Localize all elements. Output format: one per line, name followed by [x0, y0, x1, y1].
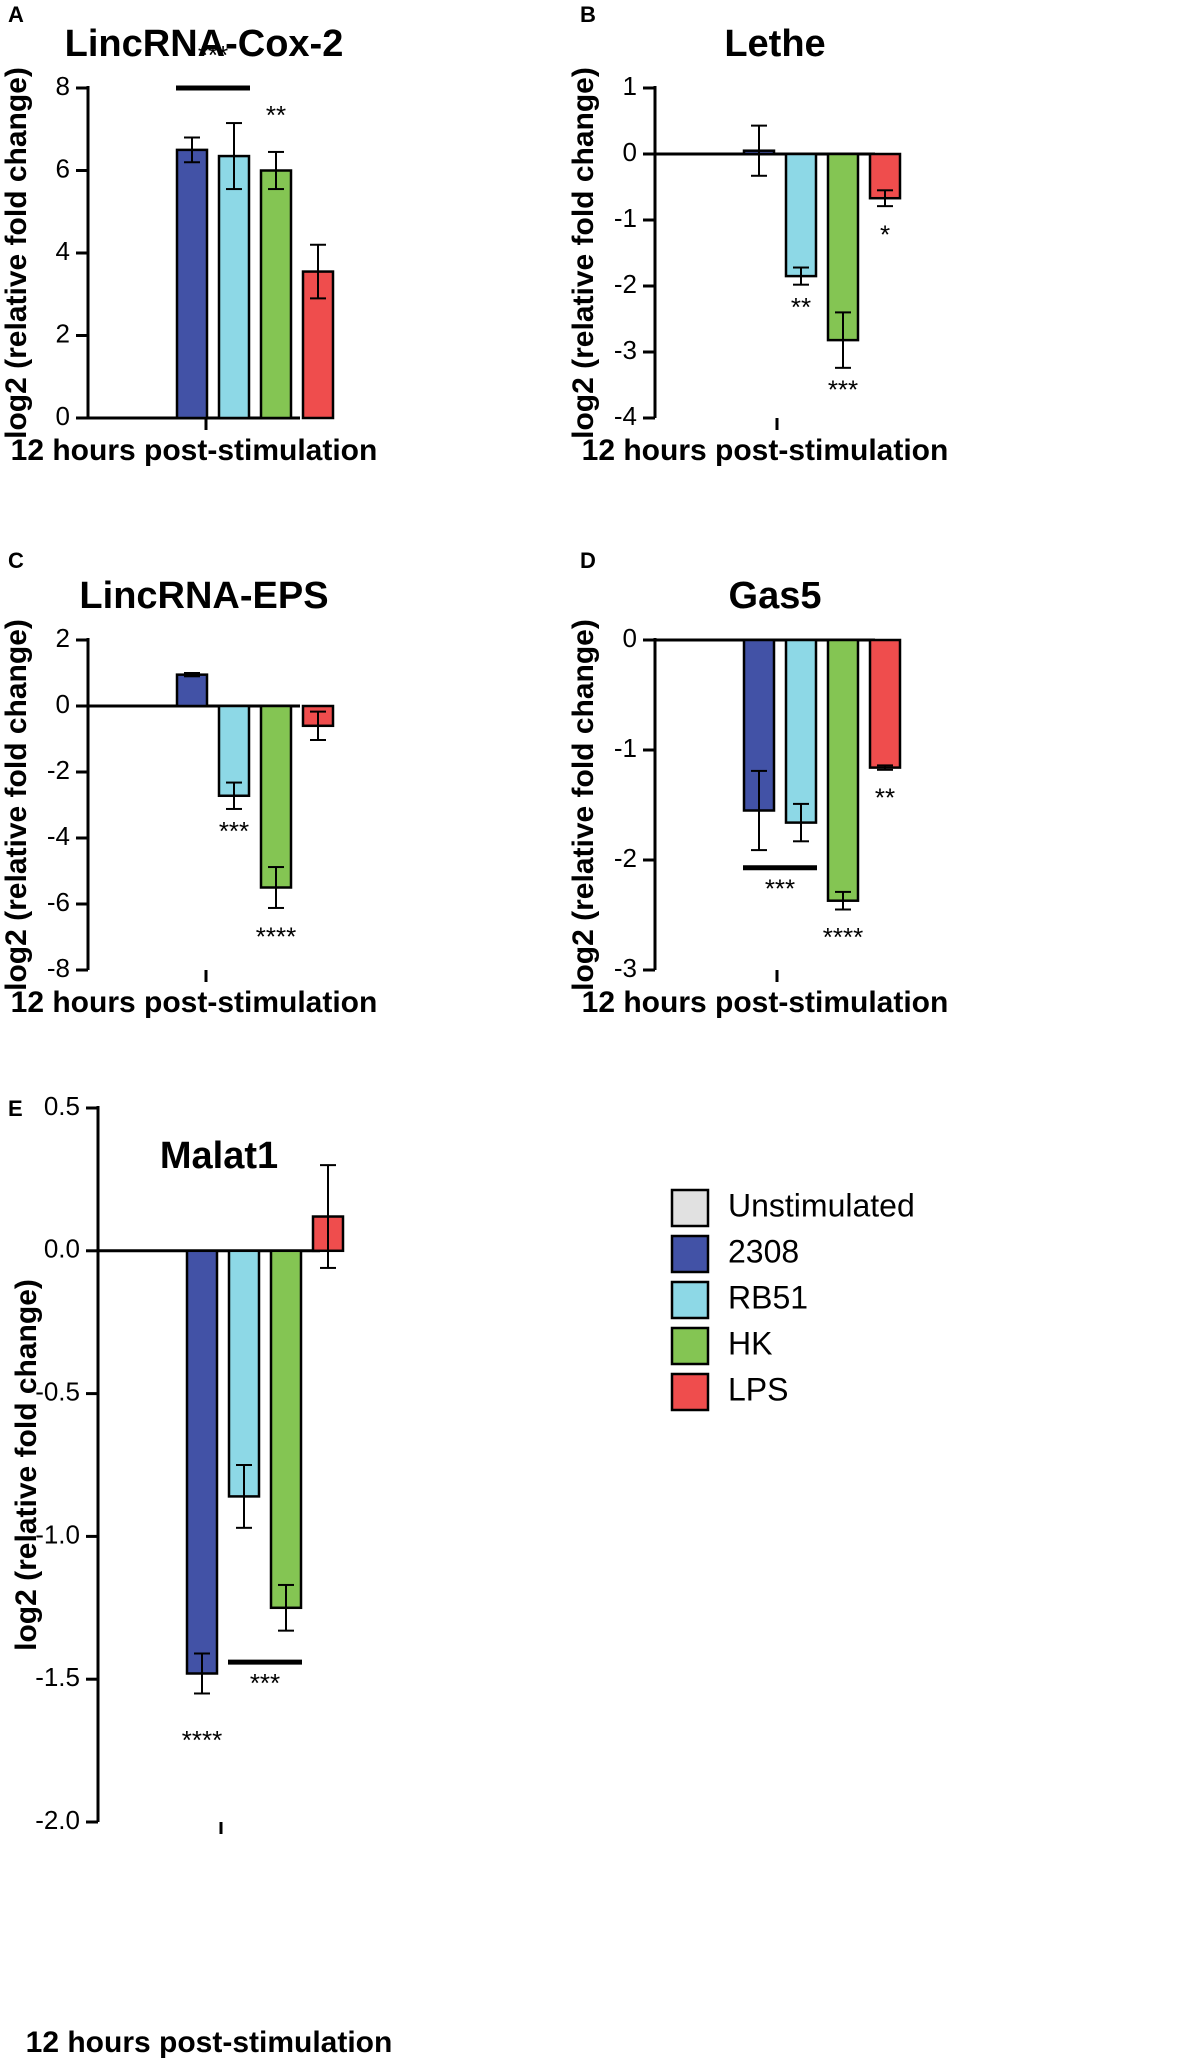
y-tick-label: -2 [614, 843, 637, 873]
y-tick-label: 2 [56, 623, 70, 653]
bar-rb51 [784, 638, 818, 824]
y-tick-label: -6 [47, 887, 70, 917]
legend-swatch-rb51 [670, 1280, 710, 1320]
bar-2308 [175, 148, 209, 420]
legend: Unstimulated 2308 RB51 HK LPS [670, 1187, 915, 1412]
panel-letter: A [8, 2, 24, 27]
y-tick-label: -8 [47, 953, 70, 983]
legend-swatch-lps [670, 1372, 710, 1412]
chart-title: LincRNA-EPS [79, 575, 328, 617]
y-tick-label: 0 [623, 623, 637, 653]
significance-label: **** [823, 922, 863, 952]
bar-hk [259, 169, 293, 420]
bar-rb51 [784, 152, 818, 278]
y-axis-label: log2 (relative fold change) [0, 619, 33, 991]
significance-label: **** [256, 922, 296, 952]
legend-swatch-2308 [670, 1234, 710, 1274]
panel-e: E Malat1 log2 (relative fold change) 12 hou… [8, 1091, 392, 2059]
significance-label: *** [828, 374, 858, 404]
y-tick-label: 4 [56, 236, 70, 266]
y-tick-label: -3 [614, 335, 637, 365]
bar-hk [826, 638, 860, 902]
x-axis-label: 12 hours post-stimulation [582, 434, 949, 467]
legend-label: Unstimulated [728, 1187, 915, 1223]
panel-d: D Gas5 log2 (relative fold change)12 hours… [567, 548, 948, 1019]
bar-rb51 [227, 1249, 261, 1498]
significance-label: **** [182, 1725, 222, 1755]
panel-letter: B [580, 2, 596, 27]
y-tick-label: -0.5 [35, 1376, 80, 1406]
y-tick-label: -1 [614, 733, 637, 763]
bar-2308 [185, 1249, 219, 1675]
y-axis-label: log2 (relative fold change) [567, 619, 600, 991]
y-tick-label: 1 [623, 71, 637, 101]
bar-hk [259, 704, 293, 889]
y-axis-label: log2 (relative fold change) [0, 67, 33, 439]
y-tick-label: 0 [623, 137, 637, 167]
y-tick-label: 6 [56, 153, 70, 183]
y-tick-label: 0.0 [44, 1234, 80, 1264]
x-axis-label: 12 hours post-stimulation [11, 434, 378, 467]
bar-rb51 [217, 154, 251, 420]
x-axis-label: 12 hours post-stimulation [582, 986, 949, 1019]
panel-letter: C [8, 548, 24, 573]
y-tick-label: -1 [614, 203, 637, 233]
bar-lps [868, 638, 902, 769]
panel-letter: D [580, 548, 596, 573]
legend-label: 2308 [728, 1233, 799, 1269]
significance-label: * [880, 219, 890, 249]
x-axis-label: 12 hours post-stimulation [11, 986, 378, 1019]
panel-b: B Lethe log2 (relative fold change)12 hour… [567, 2, 948, 467]
y-tick-label: -4 [47, 821, 70, 851]
legend-label: HK [728, 1325, 772, 1361]
y-tick-label: -3 [614, 953, 637, 983]
chart-title: Lethe [724, 23, 825, 65]
panel-c: C LincRNA-EPS log2 (relative fold change)1… [0, 548, 377, 1019]
chart-title: Gas5 [729, 575, 822, 617]
significance-label: *** [765, 874, 795, 904]
y-tick-label: 8 [56, 71, 70, 101]
y-tick-label: 0 [56, 401, 70, 431]
y-tick-label: -2 [614, 269, 637, 299]
bar-hk [269, 1249, 303, 1610]
legend-swatch-hk [670, 1326, 710, 1366]
significance-label: ** [266, 100, 286, 130]
significance-label: *** [250, 1668, 280, 1698]
bar-rb51 [217, 704, 251, 798]
legend-label: RB51 [728, 1279, 808, 1315]
significance-label: ** [875, 782, 895, 812]
significance-label: *** [198, 40, 228, 70]
panel-a: A LincRNA-Cox-2 log2 (relative fold change… [0, 2, 377, 467]
y-axis-label: log2 (relative fold change) [10, 1279, 43, 1651]
y-tick-label: 2 [56, 318, 70, 348]
chart-title: LincRNA-Cox-2 [65, 23, 344, 65]
y-tick-label: -1.0 [35, 1519, 80, 1549]
y-axis-label: log2 (relative fold change) [567, 67, 600, 439]
x-axis-label: 12 hours post-stimulation [26, 2026, 393, 2059]
legend-label: LPS [728, 1371, 788, 1407]
chart-title: Malat1 [160, 1135, 278, 1177]
legend-swatch-unstimulated [670, 1188, 710, 1228]
bar-hk [826, 152, 860, 342]
y-tick-label: -4 [614, 401, 637, 431]
significance-label: *** [219, 816, 249, 846]
y-tick-label: -2 [47, 755, 70, 785]
panel-letter: E [8, 1096, 23, 1121]
significance-label: ** [791, 292, 811, 322]
y-tick-label: 0 [56, 689, 70, 719]
y-tick-label: -1.5 [35, 1662, 80, 1692]
bar-2308 [175, 673, 209, 708]
y-tick-label: -2.0 [35, 1805, 80, 1835]
y-tick-label: 0.5 [44, 1091, 80, 1121]
